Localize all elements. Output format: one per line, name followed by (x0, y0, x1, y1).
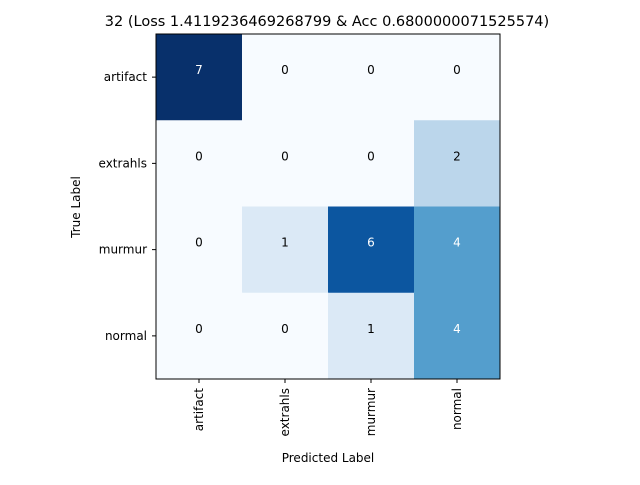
cell-value-label: 0 (281, 63, 289, 77)
heatmap-cell-normal-artifact (156, 292, 243, 380)
heatmap-cell-normal-murmur (328, 292, 415, 380)
y-tick-label: extrahls (99, 156, 147, 170)
cell-value-label: 0 (367, 63, 375, 77)
heatmap-cell-extrahls-extrahls (242, 120, 329, 207)
cell-value-label: 0 (367, 149, 375, 163)
cell-value-label: 4 (453, 322, 461, 336)
x-tick-label: extrahls (278, 388, 292, 436)
cell-value-label: 6 (367, 236, 375, 250)
cell-value-label: 0 (453, 63, 461, 77)
cell-value-label: 7 (195, 63, 203, 77)
cell-value-label: 2 (453, 149, 461, 163)
cell-value-label: 0 (195, 236, 203, 250)
heatmap-cells (156, 34, 501, 380)
heatmap-cell-murmur-murmur (328, 206, 415, 294)
heatmap-cell-extrahls-murmur (328, 120, 415, 207)
x-tick-label: artifact (192, 388, 206, 432)
cell-value-label: 4 (453, 236, 461, 250)
x-tick-label: murmur (364, 388, 378, 436)
cell-value-label: 1 (281, 236, 289, 250)
heatmap-cell-normal-extrahls (242, 292, 329, 380)
y-tick-label: artifact (104, 70, 148, 84)
heatmap-cell-artifact-artifact (156, 34, 243, 121)
y-axis-ticks: artifact extrahls murmur normal (99, 70, 156, 343)
heatmap-cell-artifact-murmur (328, 34, 415, 121)
cell-value-label: 0 (195, 149, 203, 163)
heatmap-cell-murmur-normal (414, 206, 501, 294)
heatmap-cell-artifact-normal (414, 34, 501, 121)
heatmap-cell-murmur-extrahls (242, 206, 329, 294)
heatmap-cell-murmur-artifact (156, 206, 243, 294)
chart-title: 32 (Loss 1.4119236469268799 & Acc 0.6800… (105, 14, 549, 30)
plot-frame (155, 33, 501, 380)
x-axis-label: Predicted Label (282, 451, 375, 465)
cell-value-label: 1 (367, 322, 375, 336)
x-axis-ticks: artifact extrahls murmur normal (192, 379, 464, 436)
cell-value-label: 0 (281, 322, 289, 336)
heatmap-cell-extrahls-artifact (156, 120, 243, 207)
y-tick-label: murmur (99, 243, 147, 257)
x-tick-label: normal (450, 388, 464, 430)
cell-value-label: 0 (281, 149, 289, 163)
heatmap-cell-normal-normal (414, 292, 501, 380)
heatmap-cell-extrahls-normal (414, 120, 501, 207)
y-axis-label: True Label (69, 176, 83, 239)
heatmap-cell-artifact-extrahls (242, 34, 329, 121)
y-tick-label: normal (105, 329, 147, 343)
cell-value-labels: 7 0 0 0 0 0 0 2 0 1 6 4 0 0 1 4 (195, 63, 461, 336)
cell-value-label: 0 (195, 322, 203, 336)
